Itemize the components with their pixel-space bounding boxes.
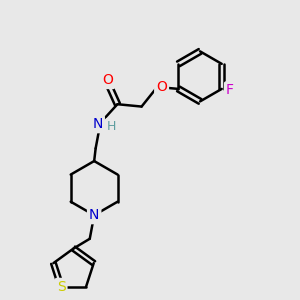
Text: O: O <box>156 80 167 94</box>
Text: H: H <box>107 120 116 133</box>
Text: N: N <box>89 208 99 222</box>
Text: N: N <box>92 117 103 131</box>
Text: O: O <box>102 73 113 87</box>
Text: F: F <box>226 83 234 98</box>
Text: S: S <box>57 280 65 294</box>
